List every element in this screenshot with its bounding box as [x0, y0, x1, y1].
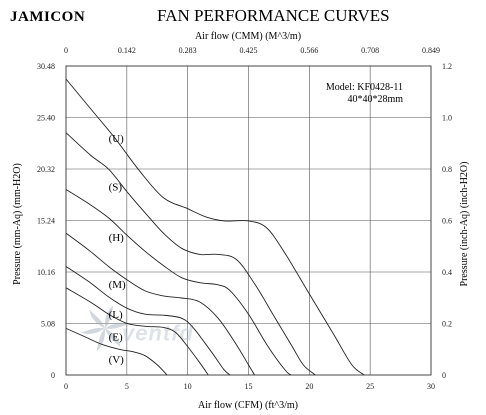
- watermark-blade: [104, 322, 129, 329]
- axis-ticks: 0 5 10 15 20 25 30 0 0.142 0.283 0.425 0.566 0.708 0.…: [37, 46, 452, 391]
- curve-label: (V): [109, 354, 125, 366]
- curve-line: [65, 327, 168, 376]
- model-line-2: 40*40*28mm: [347, 94, 403, 105]
- x-tick-label-bottom: 0: [64, 382, 68, 391]
- curve-labels: (U) (S) (H) (M) (L) (E) (V): [109, 133, 126, 366]
- model-line-1: Model: KF0428-11: [326, 82, 403, 93]
- bottom-x-axis-label: Air flow (CFM) (ft^3/m): [198, 400, 298, 411]
- x-tick-label-bottom: 5: [125, 382, 129, 391]
- y-tick-label-right: 0.4: [442, 268, 452, 277]
- y-tick-label-left: 20.32: [37, 165, 55, 174]
- curve-label: (H): [109, 232, 125, 244]
- curve-line: [65, 132, 316, 376]
- y-tick-label-right: 0.2: [442, 320, 452, 329]
- x-tick-label-top: 0.425: [240, 46, 258, 55]
- x-tick-label-top: 0.142: [118, 46, 136, 55]
- curve-series: [65, 78, 365, 376]
- x-tick-label-bottom: 15: [245, 382, 253, 391]
- chart-title: FAN PERFORMANCE CURVES: [157, 6, 390, 25]
- y-tick-label-left: 30.48: [37, 62, 55, 71]
- watermark-blade: [96, 328, 106, 352]
- curve-label: (S): [109, 181, 123, 193]
- y-tick-label-right: 0.6: [442, 217, 452, 226]
- y-tick-label-left: 25.40: [37, 114, 55, 123]
- watermark-blade: [80, 327, 105, 335]
- x-tick-label-top: 0.566: [300, 46, 318, 55]
- y-tick-label-right: 0.8: [442, 165, 452, 174]
- x-tick-label-top: 0.849: [422, 46, 440, 55]
- curve-line: [65, 266, 231, 376]
- x-tick-label-bottom: 10: [184, 382, 192, 391]
- y-tick-label-left: 15.24: [37, 217, 55, 226]
- y-tick-label-right: 1.2: [442, 62, 452, 71]
- x-tick-label-bottom: 25: [366, 382, 374, 391]
- watermark-blade: [104, 305, 114, 329]
- curve-line: [65, 189, 292, 376]
- y-tick-label-left: 10.16: [37, 268, 55, 277]
- plot-frame: [65, 65, 432, 376]
- curve-line: [65, 232, 255, 376]
- y-tick-label-right: 0: [442, 371, 446, 380]
- x-tick-label-top: 0.708: [361, 46, 379, 55]
- curve-label: (E): [109, 332, 123, 344]
- y-tick-label-left: 5.08: [41, 320, 55, 329]
- left-y-axis-label: Pressure (mm-Aq) (mm-H2O): [12, 163, 23, 285]
- top-x-axis-label: Air flow (CMM) (M^3/m): [195, 31, 301, 42]
- watermark-blade: [104, 328, 121, 348]
- x-tick-label-top: 0: [64, 46, 68, 55]
- curve-line: [65, 287, 209, 376]
- x-tick-label-top: 0.283: [179, 46, 197, 55]
- watermark-blade: [89, 309, 105, 329]
- x-tick-label-bottom: 30: [427, 382, 435, 391]
- watermark-text: ventfd: [122, 321, 194, 346]
- x-tick-label-bottom: 20: [305, 382, 313, 391]
- curve-label: (M): [109, 279, 126, 291]
- curve-line: [65, 78, 365, 376]
- y-tick-label-right: 1.0: [442, 114, 452, 123]
- curve-label: (L): [109, 309, 123, 321]
- brand-logo-text: JAMICON: [10, 9, 85, 25]
- curve-label: (U): [109, 133, 125, 145]
- y-tick-label-left: 0: [51, 371, 55, 380]
- right-y-axis-label: Pressure (inch-Aq) (inch-H2O): [459, 162, 470, 287]
